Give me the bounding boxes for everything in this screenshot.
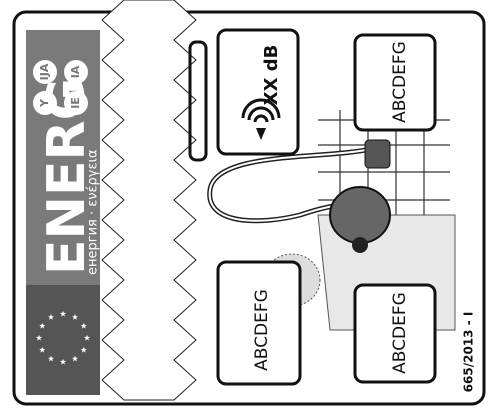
lang-code: IE — [69, 97, 82, 109]
class-scale: ABCDEFG — [390, 292, 410, 374]
vacuum-body — [330, 187, 390, 243]
eu-flag-panel — [26, 285, 100, 395]
noise-value: XX dB — [261, 45, 282, 106]
energy-label: ENERG енергия · ενέργεια Y IJA IE IA XX … — [0, 0, 494, 417]
lang-code: IA — [69, 65, 82, 78]
lang-code: Y — [38, 98, 51, 108]
lang-code: IJA — [38, 63, 51, 80]
energy-subtitle: енергия · ενέργεια — [86, 150, 101, 276]
class-scale: ABCDEFG — [252, 289, 272, 371]
vacuum-wheel — [352, 237, 368, 253]
noise-box — [218, 30, 298, 154]
regulation: 665/2013 - I — [462, 312, 476, 393]
page: {"label": {"energy_word": "ENERG", "ener… — [0, 0, 494, 417]
nozzle — [365, 140, 390, 168]
class-scale: ABCDEFG — [390, 41, 410, 123]
